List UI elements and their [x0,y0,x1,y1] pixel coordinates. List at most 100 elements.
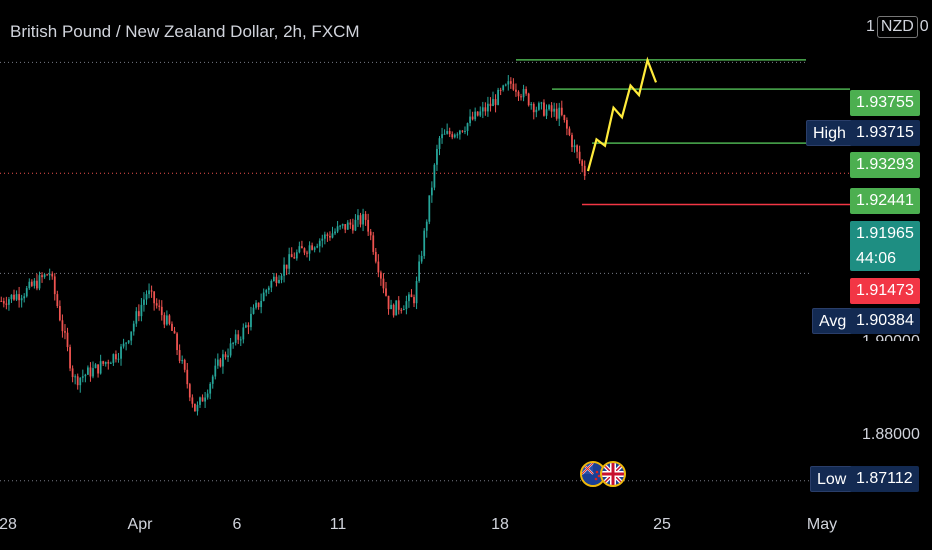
candle-body [321,238,324,241]
candle-body [527,93,530,106]
candle-body [130,331,133,341]
candle-body [270,281,273,288]
candle-body [565,120,568,129]
candle-body [155,303,158,306]
tp1-price-tag: 1.93755 [850,90,920,116]
candle-body [38,275,41,289]
candle-body [474,111,477,120]
candle-body [206,393,209,398]
candle-body [377,261,380,273]
candle-body [471,116,474,120]
x-tick-11: 11 [329,516,347,533]
candle-body [413,297,415,304]
candle-body [481,107,484,112]
candle-body [201,397,204,402]
candle-body [99,361,102,374]
candle-body [145,294,148,300]
candle-body [392,304,395,316]
candle-body [438,138,441,149]
candle-body [433,164,436,188]
candle-body [102,361,105,364]
x-tick-18: 18 [491,516,509,533]
candle-body [397,300,400,310]
candle-body [344,224,347,230]
candle-body [548,105,550,110]
candle-body [306,252,308,254]
candle-body [507,81,510,85]
high-label-tag: High [806,120,853,146]
candle-body [76,376,79,386]
candle-body [560,107,563,115]
candle-body [48,273,51,276]
candle-body [576,145,578,152]
candle-body [188,384,191,398]
candle-body [372,235,375,252]
currency-prefix: 1 [866,18,875,35]
candle-body [357,215,359,220]
candle-body [137,311,140,317]
candle-body [334,231,336,234]
candle-body [283,264,285,276]
candle-body [186,369,189,385]
candle-body [545,109,548,116]
candle-body [456,134,459,136]
candle-body [583,165,586,176]
currency-selector[interactable]: 1 NZD 0 [866,16,929,38]
candle-body [260,300,263,308]
candle-body [420,255,423,262]
low-label-tag: Low [810,466,854,492]
candle-body [143,299,145,305]
candle-body [298,246,301,253]
candle-body [79,377,82,386]
candle-body [336,226,339,232]
candle-body [0,300,3,302]
candle-body [303,248,306,253]
candle-body [153,291,156,304]
candle-body [66,332,69,348]
currency-badge[interactable]: NZD [876,16,918,38]
candle-body [18,294,21,301]
candle-body [385,288,387,296]
candle-body [148,290,150,295]
candle-body [69,347,71,369]
candle-body [227,355,229,358]
avg-price-tag: 1.90384 [850,308,920,334]
candle-body [318,240,321,247]
candle-body [181,360,184,362]
candle-body [402,309,405,311]
candle-body [326,234,329,236]
candle-body [97,364,99,374]
candle-body [107,361,110,364]
candle-body [285,264,288,269]
candle-body [479,111,482,116]
candle-body [453,134,456,138]
candle-body [183,360,186,370]
candle-body [558,107,561,119]
candle-body [484,107,487,112]
candle-body [178,350,181,361]
candle-body [466,123,469,131]
candle-body [28,281,31,289]
candle-body [165,315,168,325]
candle-body [20,298,23,301]
candle-body [36,280,38,289]
candle-body [502,85,505,90]
candle-body [15,294,18,300]
candle-body [191,397,194,404]
candle-body [395,300,398,316]
candle-body [469,116,471,124]
candle-body [578,151,581,161]
candle-body [171,323,173,331]
candle-body [242,327,245,340]
avg-label-tag: Avg [812,308,854,334]
candle-body [176,333,178,351]
tp3-price-tag: 1.92441 [850,188,920,214]
x-tick-apr: Apr [127,516,153,533]
candle-body [13,294,15,300]
candle-body [400,309,403,311]
candle-body [56,294,59,307]
candle-body [204,397,206,402]
gbp-event-flag-icon[interactable] [600,461,626,487]
candle-body [250,313,252,328]
